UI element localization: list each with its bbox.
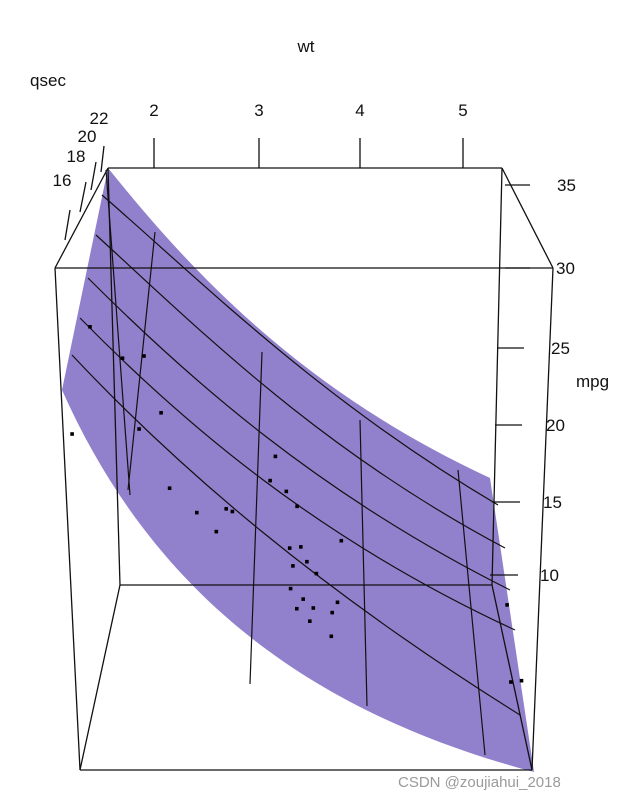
data-point (88, 325, 92, 329)
bounding-box (54, 167, 554, 771)
mpg-axis (490, 184, 530, 576)
data-points (70, 325, 524, 684)
data-point (70, 432, 74, 436)
data-point (224, 507, 228, 511)
mpg-tick-label: 20 (546, 416, 565, 435)
data-point (308, 619, 312, 623)
data-point (167, 486, 172, 490)
mpg-tick-label: 30 (556, 259, 575, 278)
qsec-axis (64, 145, 105, 241)
mpg-tick-label: 35 (557, 176, 576, 195)
data-point (120, 356, 125, 360)
qsec-axis-label: qsec (30, 71, 66, 90)
data-point (330, 610, 334, 615)
mpg-axis-label: mpg (576, 372, 609, 391)
data-point (195, 510, 199, 515)
qsec-tick-label: 22 (90, 109, 109, 128)
wt-tick-label: 4 (355, 101, 364, 120)
data-point (295, 504, 299, 509)
data-point (214, 529, 219, 534)
data-point (335, 600, 340, 605)
fitted-surface (62, 168, 534, 772)
data-point (142, 354, 146, 358)
data-point (273, 454, 278, 459)
qsec-tick-label: 16 (53, 171, 72, 190)
data-point (284, 489, 289, 494)
wt-axis-label: wt (297, 37, 315, 56)
data-point (305, 559, 309, 564)
data-point (291, 564, 295, 568)
data-point (299, 545, 303, 549)
data-point (339, 538, 344, 543)
mpg-tick-label: 25 (551, 339, 570, 358)
wt-tick-label: 3 (254, 101, 263, 120)
data-point (519, 678, 524, 683)
wt-tick-label: 2 (149, 101, 158, 120)
mpg-tick-label: 15 (543, 493, 562, 512)
data-point (311, 606, 316, 610)
wt-tick-label: 5 (458, 101, 467, 120)
mpg-tick-label: 10 (540, 566, 559, 585)
data-point (230, 509, 235, 514)
watermark: CSDN @zoujiahui_2018 (398, 774, 561, 791)
data-point (159, 411, 163, 415)
data-point (295, 606, 299, 611)
data-point (301, 597, 305, 601)
data-point (288, 586, 293, 591)
data-point (268, 478, 272, 483)
wt-axis (153, 138, 464, 168)
qsec-tick-label: 20 (78, 127, 97, 146)
data-point (314, 571, 319, 576)
data-point (287, 546, 292, 550)
qsec-tick-label: 18 (67, 147, 86, 166)
data-point (137, 427, 141, 431)
data-point (329, 634, 334, 639)
data-point (505, 603, 509, 607)
data-point (509, 680, 513, 684)
